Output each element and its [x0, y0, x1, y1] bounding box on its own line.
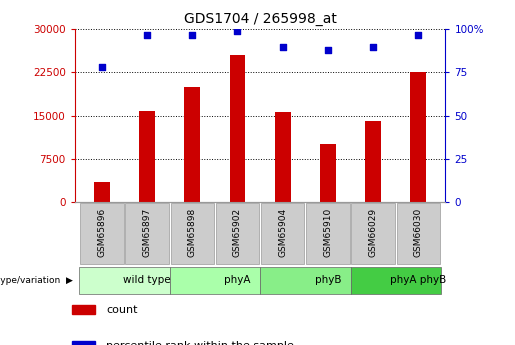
Text: phyB: phyB — [315, 275, 341, 285]
Text: count: count — [106, 305, 138, 315]
Bar — [72, 341, 95, 345]
Bar — [365, 121, 381, 202]
Bar — [80, 203, 124, 264]
Bar — [184, 87, 200, 202]
Text: GSM66029: GSM66029 — [369, 208, 377, 257]
Bar — [139, 111, 155, 202]
Point — [414, 32, 422, 37]
Text: percentile rank within the sample: percentile rank within the sample — [106, 341, 294, 345]
Text: genotype/variation  ▶: genotype/variation ▶ — [0, 276, 73, 285]
Point — [279, 44, 287, 49]
Point — [233, 28, 242, 34]
Bar — [320, 144, 336, 202]
Bar — [170, 203, 214, 264]
Text: GSM66030: GSM66030 — [414, 208, 423, 257]
Bar — [410, 72, 426, 202]
Bar — [260, 267, 351, 294]
Text: GSM65910: GSM65910 — [323, 208, 332, 257]
Bar — [94, 182, 110, 202]
Bar — [125, 203, 169, 264]
Bar — [79, 267, 169, 294]
Title: GDS1704 / 265998_at: GDS1704 / 265998_at — [184, 11, 336, 26]
Text: GSM65902: GSM65902 — [233, 208, 242, 257]
Bar — [275, 111, 290, 202]
Bar — [72, 305, 95, 314]
Text: GSM65896: GSM65896 — [97, 208, 106, 257]
Point — [188, 32, 196, 37]
Text: GSM65898: GSM65898 — [188, 208, 197, 257]
Bar — [351, 203, 395, 264]
Point — [98, 65, 106, 70]
Bar — [169, 267, 260, 294]
Text: GSM65897: GSM65897 — [143, 208, 151, 257]
Bar — [306, 203, 350, 264]
Bar — [230, 55, 245, 202]
Point — [369, 44, 377, 49]
Bar — [261, 203, 304, 264]
Bar — [351, 267, 441, 294]
Text: phyA phyB: phyA phyB — [390, 275, 447, 285]
Bar — [216, 203, 259, 264]
Point — [143, 32, 151, 37]
Text: phyA: phyA — [224, 275, 251, 285]
Text: wild type: wild type — [123, 275, 171, 285]
Text: GSM65904: GSM65904 — [278, 208, 287, 257]
Bar — [397, 203, 440, 264]
Point — [324, 47, 332, 53]
